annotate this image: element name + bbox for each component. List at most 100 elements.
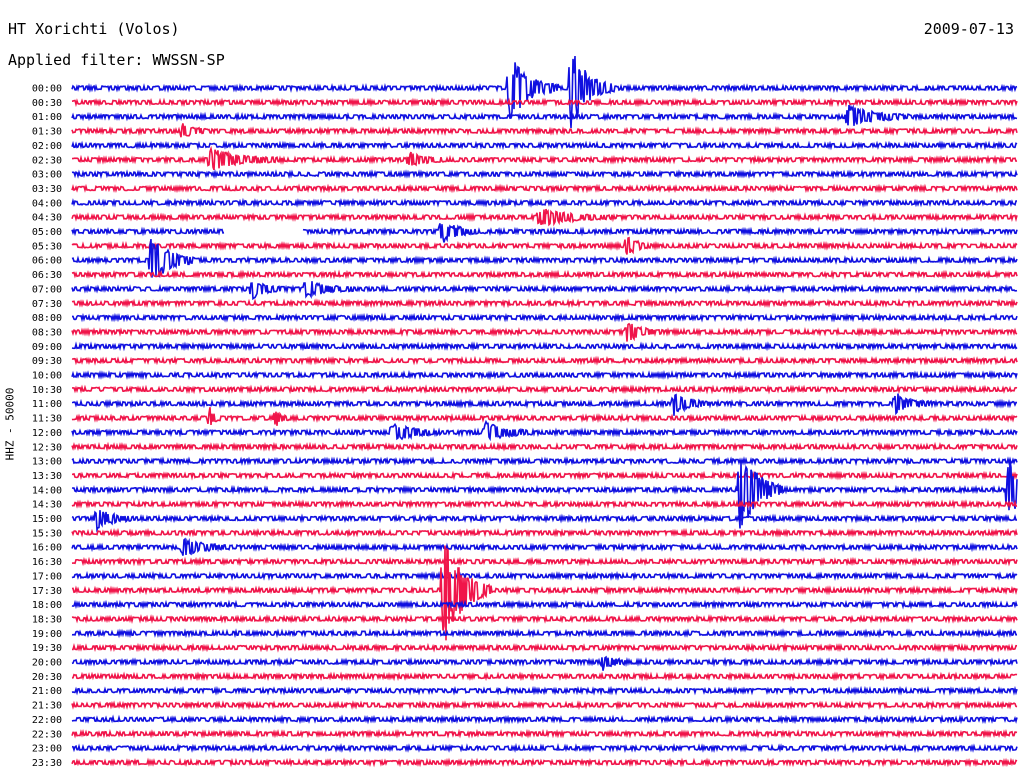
seismic-trace-row bbox=[71, 728, 1018, 739]
seismic-trace-row bbox=[71, 322, 1018, 342]
seismic-trace-row bbox=[72, 642, 1018, 653]
seismic-trace-row bbox=[72, 470, 1018, 481]
row-time-label: 00:00 bbox=[32, 84, 62, 95]
seismic-trace-row bbox=[72, 312, 1018, 323]
seismic-trace-row bbox=[71, 419, 1018, 442]
row-time-label: 14:00 bbox=[32, 485, 62, 496]
seismic-trace-row bbox=[71, 369, 1018, 381]
row-time-label: 04:30 bbox=[32, 213, 62, 224]
row-time-label: 16:30 bbox=[32, 557, 62, 568]
row-time-label: 03:30 bbox=[32, 184, 62, 195]
seismic-trace-row bbox=[71, 236, 1018, 255]
row-time-label: 11:00 bbox=[32, 399, 62, 410]
seismic-trace-row bbox=[72, 384, 1018, 395]
row-time-label: 02:00 bbox=[32, 141, 62, 152]
seismic-trace-row bbox=[71, 183, 1018, 194]
seismic-trace-row bbox=[71, 685, 1018, 696]
seismic-trace-row bbox=[71, 238, 1018, 278]
seismic-trace-row bbox=[71, 459, 1018, 529]
row-time-label: 20:30 bbox=[32, 672, 62, 683]
seismic-trace-row bbox=[71, 140, 1018, 151]
seismic-trace-row bbox=[71, 599, 1018, 610]
row-time-label: 15:00 bbox=[32, 514, 62, 525]
seismic-trace-row bbox=[71, 55, 1018, 128]
seismic-trace-row bbox=[71, 570, 1018, 582]
row-time-label: 05:00 bbox=[32, 227, 62, 238]
seismic-trace-row bbox=[71, 757, 1018, 768]
seismic-trace-row bbox=[71, 169, 1018, 180]
row-time-label: 13:00 bbox=[32, 457, 62, 468]
row-time-label: 17:00 bbox=[32, 571, 62, 582]
seismic-trace-row bbox=[71, 510, 1018, 533]
row-time-label: 09:00 bbox=[32, 342, 62, 353]
seismic-trace-row bbox=[71, 197, 1017, 208]
seismic-trace-row bbox=[72, 145, 1018, 171]
row-time-label: 12:30 bbox=[32, 442, 62, 453]
seismic-trace-row bbox=[71, 700, 1018, 711]
seismic-trace-row bbox=[71, 628, 1018, 639]
seismic-trace-row bbox=[71, 97, 1018, 108]
station-title: HT Xorichti (Volos) bbox=[8, 20, 180, 38]
row-time-label: 11:30 bbox=[32, 414, 62, 425]
filter-label: Applied filter: WWSSN-SP bbox=[8, 51, 225, 69]
row-time-label: 16:00 bbox=[32, 543, 62, 554]
row-time-label: 21:30 bbox=[32, 701, 62, 712]
seismic-trace-row bbox=[71, 441, 1018, 452]
seismic-trace-row bbox=[71, 104, 1018, 126]
row-time-label: 18:30 bbox=[32, 614, 62, 625]
row-time-label: 02:30 bbox=[32, 155, 62, 166]
seismic-trace-row bbox=[71, 545, 1018, 641]
row-time-label: 22:00 bbox=[32, 715, 62, 726]
row-time-label: 06:30 bbox=[32, 270, 62, 281]
row-time-label: 10:30 bbox=[32, 385, 62, 396]
row-time-label: 08:30 bbox=[32, 327, 62, 338]
row-time-label: 15:30 bbox=[32, 528, 62, 539]
row-time-label: 23:00 bbox=[32, 744, 62, 755]
row-time-label: 07:30 bbox=[32, 299, 62, 310]
row-time-label: 05:30 bbox=[32, 241, 62, 252]
seismic-trace-row bbox=[71, 407, 1018, 426]
seismic-trace-row bbox=[71, 269, 1018, 280]
row-time-label: 06:00 bbox=[32, 256, 62, 267]
row-time-label: 21:00 bbox=[32, 686, 62, 697]
seismic-trace-row bbox=[71, 281, 1018, 301]
seismic-trace-row bbox=[71, 655, 1018, 671]
seismic-trace-row bbox=[71, 208, 1018, 227]
seismic-trace-row bbox=[71, 355, 1018, 366]
row-time-label: 18:00 bbox=[32, 600, 62, 611]
row-time-label: 14:30 bbox=[32, 500, 62, 511]
seismic-trace-row bbox=[71, 537, 1018, 556]
seismic-trace-row bbox=[71, 613, 1018, 625]
row-time-label: 17:30 bbox=[32, 586, 62, 597]
row-time-label: 09:30 bbox=[32, 356, 62, 367]
seismic-trace-row bbox=[71, 341, 1018, 352]
row-time-label: 00:30 bbox=[32, 98, 62, 109]
seismic-trace-row bbox=[71, 223, 1018, 243]
seismic-trace-row bbox=[71, 714, 1018, 725]
row-time-label: 03:00 bbox=[32, 170, 62, 181]
seismic-trace-row bbox=[71, 742, 1018, 754]
seismic-trace-row bbox=[71, 456, 1018, 467]
row-time-label: 12:00 bbox=[32, 428, 62, 439]
seismic-trace-row bbox=[71, 123, 1018, 138]
seismic-trace-row bbox=[71, 556, 1018, 567]
seismic-trace-row bbox=[71, 298, 1018, 309]
row-time-label: 08:00 bbox=[32, 313, 62, 324]
row-time-label: 01:30 bbox=[32, 127, 62, 138]
seismic-trace-row bbox=[71, 671, 1018, 682]
row-time-label: 19:00 bbox=[32, 629, 62, 640]
row-time-label: 23:30 bbox=[32, 758, 62, 769]
record-date: 2009-07-13 bbox=[923, 20, 1014, 38]
row-time-label: 07:00 bbox=[32, 284, 62, 295]
row-time-label: 22:30 bbox=[32, 729, 62, 740]
row-time-label: 19:30 bbox=[32, 643, 62, 654]
seismic-trace-row bbox=[71, 527, 1018, 538]
row-time-label: 04:00 bbox=[32, 198, 62, 209]
row-time-label: 10:00 bbox=[32, 371, 62, 382]
seismic-trace-row bbox=[72, 393, 1018, 416]
row-time-label: 01:00 bbox=[32, 112, 62, 123]
seismic-trace-row bbox=[71, 499, 1018, 510]
row-time-label: 20:00 bbox=[32, 658, 62, 669]
row-time-label: 13:30 bbox=[32, 471, 62, 482]
